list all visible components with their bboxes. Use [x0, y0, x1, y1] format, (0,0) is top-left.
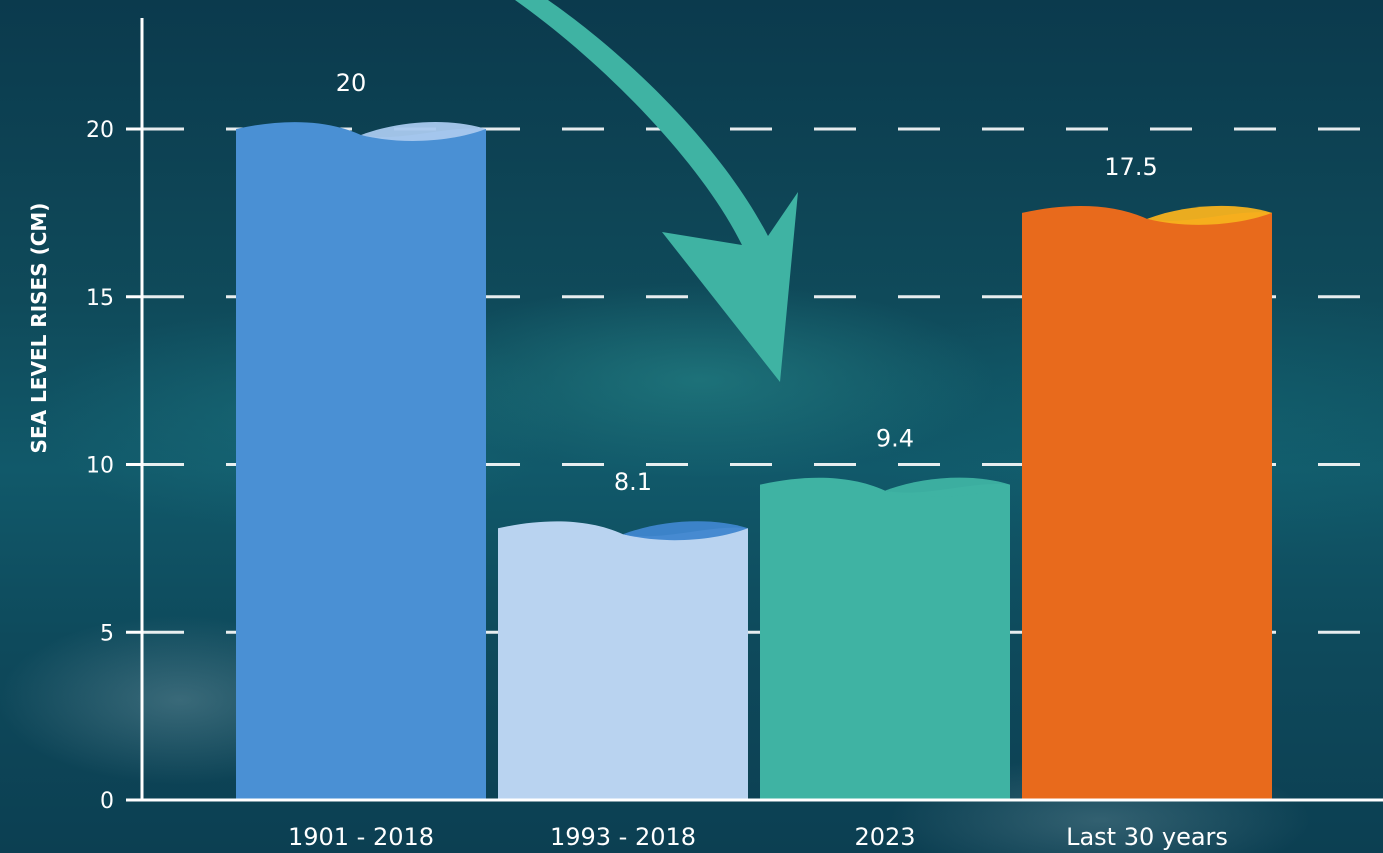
value-label-1: 8.1 — [614, 468, 652, 496]
category-label-2: 2023 — [854, 823, 915, 851]
ytick-label-20: 20 — [86, 118, 114, 143]
bars-group — [236, 122, 1272, 800]
value-label-0: 20 — [336, 69, 367, 97]
bar-cap-2 — [885, 477, 1010, 497]
bar-3 — [1022, 205, 1272, 800]
category-label-1: 1993 - 2018 — [550, 823, 696, 851]
bar-1 — [498, 521, 748, 800]
ytick-label-10: 10 — [86, 454, 114, 479]
bar-cap-3 — [1147, 205, 1272, 225]
ytick-label-15: 15 — [86, 286, 114, 311]
y-axis-label: SEA LEVEL RISES (CM) — [27, 203, 51, 454]
labels-group: 0 5 10 15 20 1901 - 2018 1993 - 2018 2023 Last 3… — [86, 69, 1228, 851]
bar-0 — [236, 122, 486, 800]
value-label-2: 9.4 — [876, 425, 914, 453]
ytick-label-0: 0 — [100, 789, 114, 814]
category-label-0: 1901 - 2018 — [288, 823, 434, 851]
bar-cap-1 — [623, 521, 748, 541]
category-label-3: Last 30 years — [1066, 823, 1228, 851]
bar-cap-0 — [361, 122, 486, 141]
axes-group — [126, 18, 1383, 802]
trend-arrow — [515, 0, 798, 382]
value-label-3: 17.5 — [1104, 153, 1157, 181]
ytick-label-5: 5 — [100, 621, 114, 646]
bar-2 — [760, 477, 1010, 800]
